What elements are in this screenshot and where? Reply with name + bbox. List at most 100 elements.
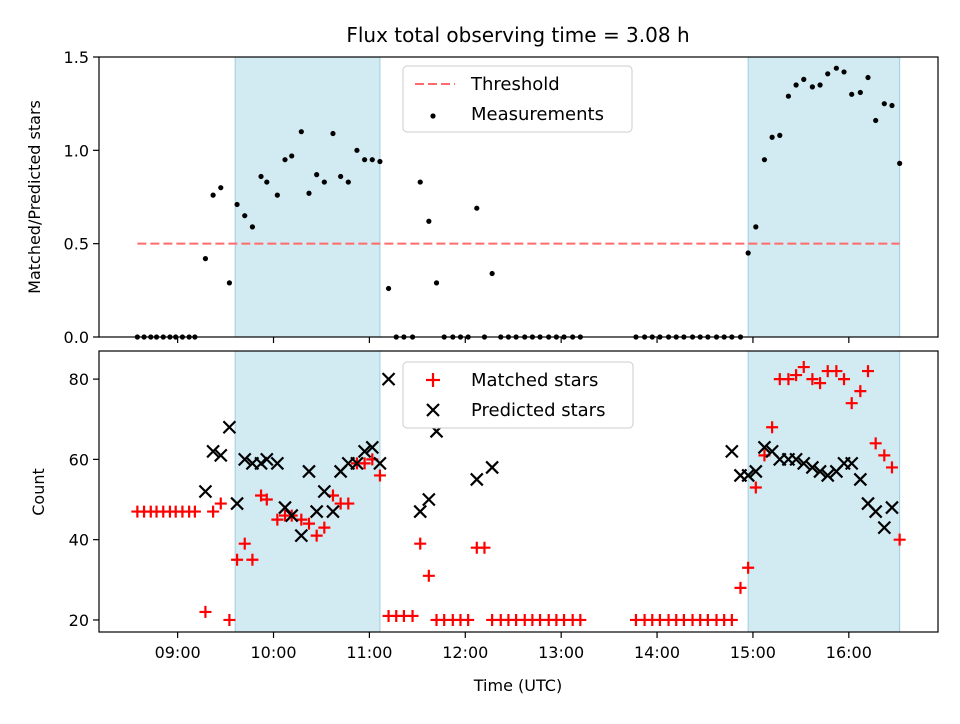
matched-star-point [422, 569, 435, 582]
matched-star-point [766, 421, 779, 434]
bottom-y-axis-label: Count [29, 468, 48, 516]
matched-star-point [358, 457, 371, 470]
predicted-star-point [270, 456, 285, 471]
matched-star-point [749, 481, 762, 494]
x-tick-label: 15:00 [730, 643, 776, 662]
measurement-point [489, 270, 495, 277]
measurement-point [338, 173, 344, 180]
bottom-y-tick-label: 60 [69, 450, 89, 469]
predicted-star-point [381, 372, 396, 386]
matched-star-point [207, 505, 220, 518]
measurement-point [841, 69, 847, 75]
top-panel: 0.0 0.5 1.0 1.5 Matched/Predicted stars Thr… [25, 48, 939, 347]
top-y-tick-label: 1.0 [64, 141, 89, 160]
matched-star-point [188, 505, 201, 518]
measurement-point [306, 190, 312, 196]
matched-star-point [373, 469, 386, 482]
predicted-star-point [302, 464, 316, 479]
matched-star-point [295, 513, 308, 526]
predicted-star-point [868, 504, 883, 519]
predicted-star-point [254, 456, 268, 471]
bottom-y-tick-label: 40 [69, 531, 89, 550]
predicted-star-point [294, 528, 309, 543]
measurement-point [345, 179, 351, 185]
measurement-point [377, 158, 383, 165]
measurement-point [242, 213, 248, 219]
observing-interval-shade [747, 56, 901, 338]
predicted-star-point [813, 464, 827, 479]
measurement-point [809, 84, 815, 90]
predicted-star-point [885, 500, 899, 515]
matched-star-point [342, 497, 355, 510]
matched-star-point [462, 613, 475, 626]
measurement-point [417, 179, 423, 185]
predicted-star-point [470, 472, 484, 487]
observing-interval-shade [234, 350, 381, 633]
predicted-legend-label: Predicted stars [471, 400, 605, 421]
measurement-point [330, 130, 336, 137]
x-tick-label: 10:00 [250, 643, 296, 662]
predicted-star-point [365, 440, 380, 455]
measurement-point [202, 256, 209, 262]
measurement-point [234, 201, 240, 208]
measurement-point [769, 134, 775, 140]
matched-star-point [885, 461, 898, 474]
predicted-star-point [805, 460, 820, 475]
predicted-star-point [741, 468, 755, 483]
measurement-point [226, 280, 233, 286]
matched-star-point [854, 385, 867, 398]
predicted-star-point [237, 452, 252, 467]
matched-star-point [302, 517, 315, 530]
measurements-legend-label: Measurements [471, 104, 604, 125]
x-tick-label: 12:00 [442, 643, 488, 662]
matched-star-point [806, 373, 819, 386]
top-axis-ticks: 0.0 0.5 1.0 1.5 [64, 48, 850, 347]
matched-star-point [318, 521, 331, 534]
matched-star-point [246, 553, 259, 566]
predicted-star-point [853, 472, 868, 487]
matched-star-point [845, 397, 858, 410]
matched-star-point [310, 529, 323, 542]
measurement-point [849, 91, 855, 97]
measurement-point [761, 157, 768, 163]
bottom-legend: Matched stars Predicted stars [402, 361, 634, 429]
matched-star-point [893, 533, 906, 546]
top-shaded-intervals [234, 56, 901, 338]
measurement-point [321, 179, 327, 185]
x-tick-label: 14:00 [634, 643, 680, 662]
top-y-tick-label: 1.5 [64, 48, 89, 67]
observing-interval-shade [747, 350, 901, 633]
measurement-point [433, 280, 440, 286]
predicted-stars-points [198, 372, 899, 543]
matched-star-point [231, 553, 244, 566]
measurement-point [385, 285, 392, 292]
matched-stars-points [131, 361, 906, 626]
x-tick-label: 11:00 [346, 643, 392, 662]
matched-star-point [862, 365, 875, 378]
predicted-star-point [820, 468, 835, 483]
predicted-star-point [485, 460, 499, 475]
matched-star-point [838, 373, 851, 386]
bottom-legend-box [402, 361, 634, 429]
measurement-point [745, 250, 751, 256]
bottom-y-tick-label: 80 [69, 370, 89, 389]
predicted-star-point [877, 520, 892, 535]
matched-legend-label: Matched stars [471, 370, 598, 391]
predicted-star-point [796, 456, 811, 471]
bottom-y-tick-label: 20 [69, 611, 89, 630]
measurement-point [258, 173, 264, 180]
matched-star-point [478, 541, 491, 554]
x-tick-label: 13:00 [538, 643, 584, 662]
measurement-point [785, 93, 792, 99]
measurement-point [777, 132, 783, 138]
predicted-star-point [844, 456, 859, 471]
predicted-star-point [413, 504, 427, 519]
predicted-star-point [206, 444, 220, 459]
matched-star-point [199, 605, 212, 618]
measurement-point [264, 179, 270, 185]
predicted-star-point [213, 448, 228, 463]
measurement-point [282, 157, 288, 163]
measurement-point [889, 102, 895, 109]
observing-interval-shade [234, 56, 381, 338]
